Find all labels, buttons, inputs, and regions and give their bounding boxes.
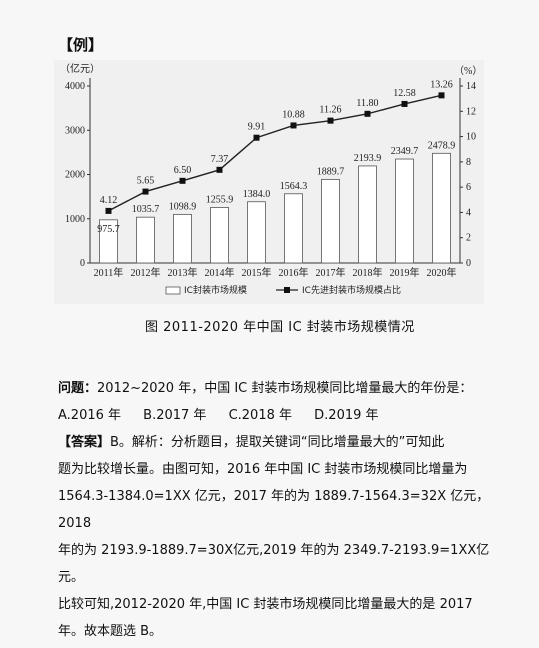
left-axis-unit: （亿元） [60,62,100,75]
bar [136,216,155,264]
bar-value-label: 1384.0 [243,189,271,200]
answer-line-2: 题为比较增长量。由图可知，2016 年中国 IC 封装市场规模同比增量为 [58,462,468,477]
option-a: A.2016 年 [58,408,122,423]
line-marker [364,110,371,117]
x-tick-label: 2013年 [168,266,198,279]
bar [173,213,192,264]
bar [284,193,303,264]
line-value-label: 11.80 [356,98,378,109]
line-marker [401,100,408,107]
right-tick-label: 10 [466,132,476,143]
x-tick-label: 2018年 [353,266,383,279]
line-value-label: 10.88 [282,109,305,120]
x-tick-label: 2020年 [427,266,457,279]
bar-value-label: 2478.9 [428,140,456,151]
left-tick-label: 2000 [65,170,85,181]
line-marker [142,188,149,195]
option-b: B.2017 年 [143,408,207,423]
left-tick-label: 3000 [65,125,85,136]
line-value-label: 5.65 [137,176,155,187]
x-tick-label: 2014年 [205,266,235,279]
option-c: C.2018 年 [228,408,293,423]
line-value-label: 11.26 [319,105,341,116]
x-tick-label: 2017年 [316,266,346,279]
combo-chart: （亿元） （%） 0 1000 2000 3000 4000 0 2 4 6 8 10 12 14 975.7… [60,62,482,296]
left-tick-label: 1000 [65,214,85,225]
bar [321,178,340,264]
right-tick-label: 2 [466,233,471,244]
right-axis-unit: （%） [454,65,482,77]
line-marker [216,166,223,173]
line-value-label: 6.50 [174,165,192,176]
line-series [108,94,442,212]
question-label: 问题： [58,381,98,396]
right-tick-label: 0 [466,258,471,269]
right-tick-label: 6 [466,182,471,193]
answer-text-1: B。解析：分析题目，提取关键词“同比增量最大的”可知此 [110,435,445,450]
left-tick-label: 4000 [65,81,85,92]
line-marker [290,122,297,129]
line-value-label: 4.12 [100,195,118,206]
bar-value-label: 1255.9 [206,194,234,205]
bar-value-label: 1098.9 [169,201,197,212]
legend-bar-swatch [165,286,181,295]
x-tick-label: 2015年 [242,266,272,279]
line-marker [179,177,186,184]
line-value-label: 13.26 [430,79,453,90]
bar-value-label: 975.7 [97,224,120,235]
x-tick-label: 2016年 [279,266,309,279]
line-value-label: 7.37 [211,154,229,165]
legend-bar-label: IC封装市场规模 [184,284,247,296]
line-marker [105,207,112,214]
right-tick-label: 4 [466,207,471,218]
answer-line-6: 年。故本题选 B。 [58,624,163,639]
question-line: 问题：2012~2020 年，中国 IC 封装市场规模同比增量最大的年份是： [58,375,508,402]
chart-caption: 图 2011-2020 年中国 IC 封装市场规模情况 [145,320,415,335]
option-d: D.2019 年 [314,408,379,423]
bar-value-label: 2349.7 [391,146,419,157]
legend-line-marker [284,287,290,293]
bar [99,219,118,264]
line-value-label: 12.58 [393,88,416,99]
right-tick-label: 12 [466,106,476,117]
question-answer-block: 问题：2012~2020 年，中国 IC 封装市场规模同比增量最大的年份是： A… [58,375,508,645]
bar-value-label: 1889.7 [317,166,345,177]
answer-line-1: 【答案】B。解析：分析题目，提取关键词“同比增量最大的”可知此 [58,429,508,456]
legend-line-label: IC先进封装市场规模占比 [302,284,401,296]
right-tick-label: 8 [466,157,471,168]
answer-label: 【答案】 [58,435,111,450]
answer-line-3: 1564.3-1384.0=1XX 亿元，2017 年的为 1889.7-156… [58,489,490,531]
bar [210,207,229,264]
bar [358,165,377,264]
right-tick-label: 14 [466,81,476,92]
bar [247,201,266,264]
line-marker [253,134,260,141]
line-value-label: 9.91 [248,122,266,133]
bar [432,152,451,264]
bar-value-label: 1564.3 [280,181,308,192]
section-label: 【例】 [58,36,104,54]
chart-area: （亿元） （%） 0 1000 2000 3000 4000 0 2 4 6 8 10 12 14 975.7… [54,60,484,304]
bar-value-label: 1035.7 [132,204,160,215]
question-text: 2012~2020 年，中国 IC 封装市场规模同比增量最大的年份是： [97,381,473,396]
left-tick-label: 0 [80,258,85,269]
line-marker [327,117,334,124]
x-tick-label: 2012年 [131,266,161,279]
x-tick-label: 2019年 [390,266,420,279]
bar [395,158,414,264]
x-tick-label: 2011年 [94,266,124,279]
options-line: A.2016 年 B.2017 年 C.2018 年 D.2019 年 [58,402,508,429]
answer-line-4: 年的为 2193.9-1889.7=30X亿元,2019 年的为 2349.7-… [58,543,490,585]
answer-line-5: 比较可知,2012-2020 年,中国 IC 封装市场规模同比增量最大的是 20… [58,597,473,612]
bar-value-label: 2193.9 [354,153,382,164]
line-marker [438,92,445,99]
